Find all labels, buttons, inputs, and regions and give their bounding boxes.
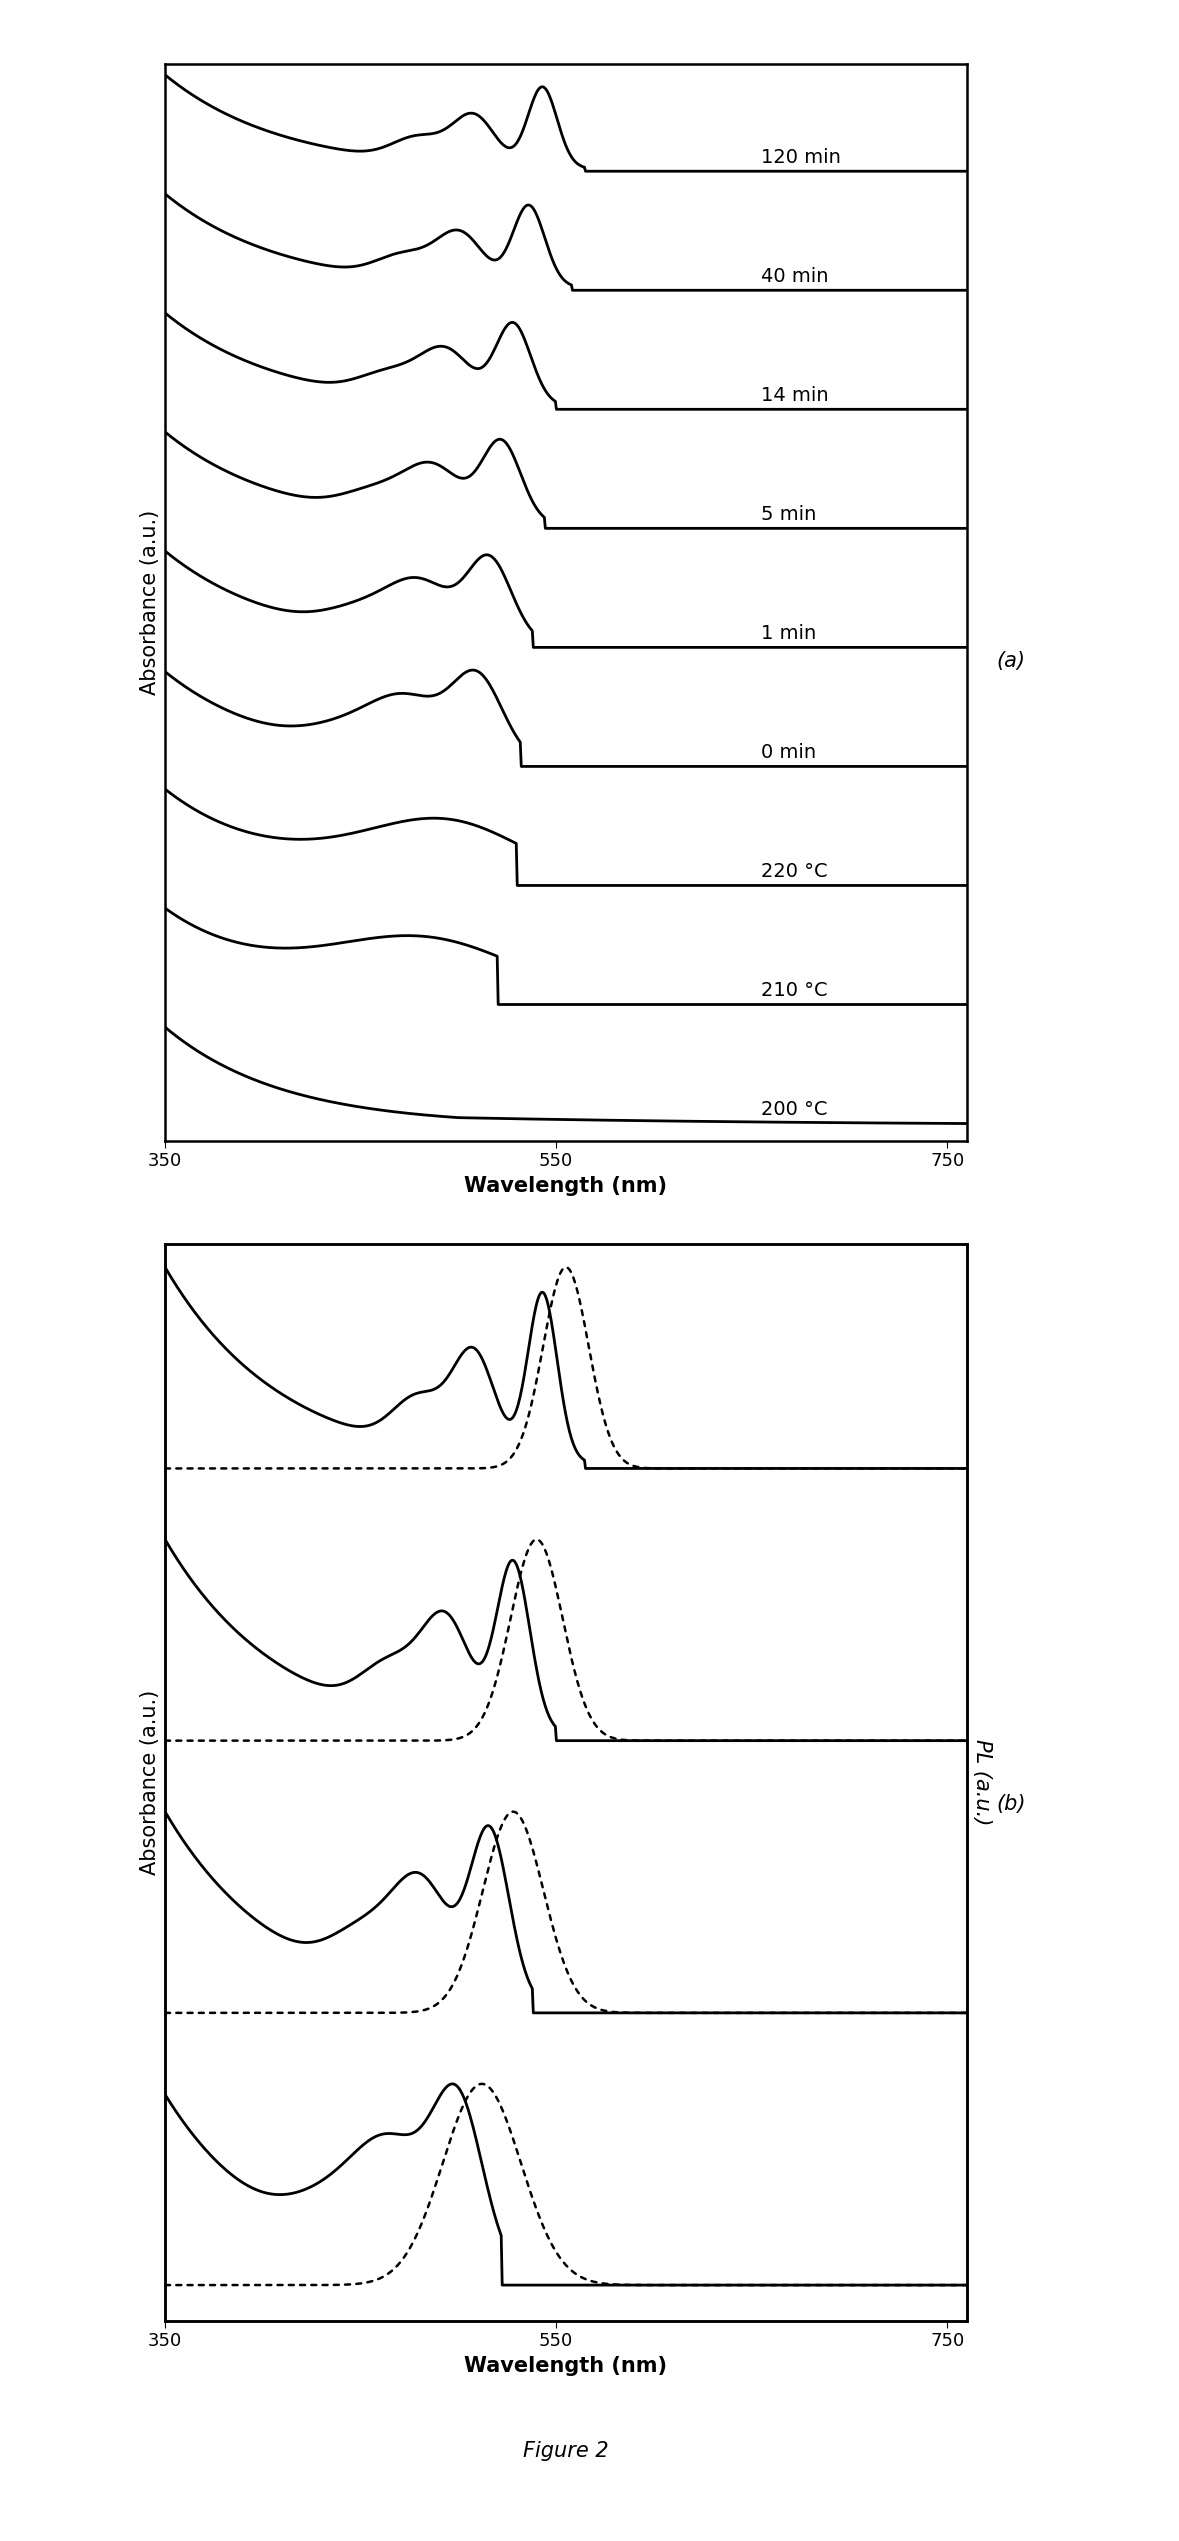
Text: 200 °C: 200 °C — [762, 1100, 828, 1118]
Text: 210 °C: 210 °C — [762, 981, 828, 1001]
Text: Figure 2: Figure 2 — [523, 2439, 608, 2460]
X-axis label: Wavelength (nm): Wavelength (nm) — [465, 1176, 667, 1197]
Text: 220 °C: 220 °C — [762, 861, 828, 882]
Text: 40 min: 40 min — [762, 267, 829, 285]
Y-axis label: Absorbance (a.u.): Absorbance (a.u.) — [139, 1690, 159, 1875]
Text: 120 min: 120 min — [762, 147, 842, 168]
Text: 5 min: 5 min — [762, 506, 817, 523]
Text: (a): (a) — [996, 650, 1026, 671]
X-axis label: Wavelength (nm): Wavelength (nm) — [465, 2356, 667, 2376]
Text: (b): (b) — [996, 1794, 1026, 1814]
Text: 14 min: 14 min — [762, 386, 829, 404]
Text: 0 min: 0 min — [762, 742, 817, 762]
Text: 1 min: 1 min — [762, 625, 817, 643]
Y-axis label: PL (a.u.): PL (a.u.) — [971, 1738, 992, 1824]
Y-axis label: Absorbance (a.u.): Absorbance (a.u.) — [139, 508, 159, 694]
